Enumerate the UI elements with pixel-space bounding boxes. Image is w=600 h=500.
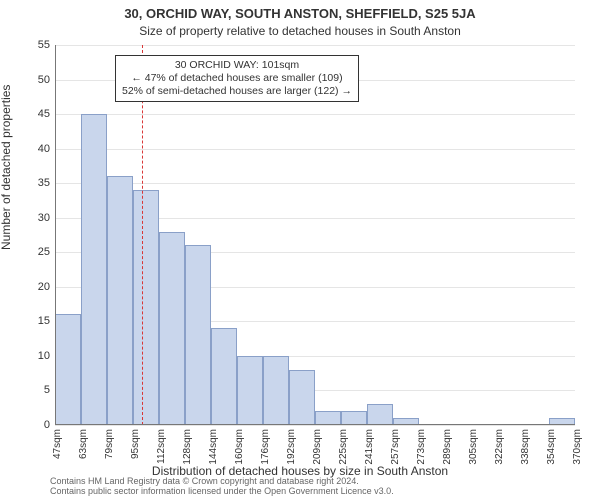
histogram-bar: [289, 370, 315, 425]
x-tick-label: 354sqm: [546, 429, 557, 465]
x-tick-label: 289sqm: [442, 429, 453, 465]
x-tick-label: 63sqm: [78, 429, 89, 459]
footer: Contains HM Land Registry data © Crown c…: [50, 477, 394, 497]
x-tick-label: 192sqm: [286, 429, 297, 465]
y-axis-line: [55, 45, 56, 425]
y-tick-label: 55: [18, 39, 55, 51]
histogram-bar: [315, 411, 341, 425]
x-tick-label: 241sqm: [364, 429, 375, 465]
y-tick-label: 50: [18, 74, 55, 86]
gridline: [55, 114, 575, 115]
x-tick-label: 225sqm: [338, 429, 349, 465]
x-tick-label: 176sqm: [260, 429, 271, 465]
x-tick-label: 273sqm: [416, 429, 427, 465]
histogram-bar: [159, 232, 185, 425]
histogram-bar: [107, 176, 133, 425]
callout-line2: ← 47% of detached houses are smaller (10…: [122, 72, 352, 85]
gridline: [55, 183, 575, 184]
y-tick-label: 20: [18, 281, 55, 293]
gridline: [55, 45, 575, 46]
x-tick-label: 144sqm: [208, 429, 219, 465]
reference-callout: 30 ORCHID WAY: 101sqm ← 47% of detached …: [115, 55, 359, 102]
chart-container: 30, ORCHID WAY, SOUTH ANSTON, SHEFFIELD,…: [0, 0, 600, 500]
x-tick-label: 128sqm: [182, 429, 193, 465]
gridline: [55, 425, 575, 426]
histogram-bar: [81, 114, 107, 425]
histogram-bar: [185, 245, 211, 425]
y-tick-label: 0: [18, 419, 55, 431]
x-tick-label: 47sqm: [52, 429, 63, 459]
page-subtitle: Size of property relative to detached ho…: [0, 24, 600, 38]
y-tick-label: 25: [18, 246, 55, 258]
x-tick-label: 305sqm: [468, 429, 479, 465]
x-tick-label: 370sqm: [572, 429, 583, 465]
footer-line2: Contains public sector information licen…: [50, 487, 394, 497]
x-tick-label: 338sqm: [520, 429, 531, 465]
histogram-bar: [341, 411, 367, 425]
gridline: [55, 149, 575, 150]
x-tick-label: 160sqm: [234, 429, 245, 465]
histogram-bar: [367, 404, 393, 425]
y-tick-label: 40: [18, 143, 55, 155]
y-tick-label: 30: [18, 212, 55, 224]
x-tick-label: 79sqm: [104, 429, 115, 459]
y-tick-label: 10: [18, 350, 55, 362]
y-tick-label: 5: [18, 384, 55, 396]
histogram-bar: [237, 356, 263, 425]
y-tick-label: 15: [18, 315, 55, 327]
y-axis-label: Number of detached properties: [0, 85, 13, 250]
x-tick-label: 257sqm: [390, 429, 401, 465]
x-axis-line: [55, 424, 575, 425]
x-tick-label: 209sqm: [312, 429, 323, 465]
x-tick-label: 112sqm: [156, 429, 167, 464]
histogram-bar: [55, 314, 81, 425]
histogram-bar: [133, 190, 159, 425]
callout-line1: 30 ORCHID WAY: 101sqm: [122, 59, 352, 72]
y-tick-label: 35: [18, 177, 55, 189]
callout-line3: 52% of semi-detached houses are larger (…: [122, 85, 352, 98]
histogram-bar: [211, 328, 237, 425]
page-title: 30, ORCHID WAY, SOUTH ANSTON, SHEFFIELD,…: [0, 6, 600, 21]
plot-area: 051015202530354045505547sqm63sqm79sqm95s…: [55, 45, 575, 425]
y-tick-label: 45: [18, 108, 55, 120]
histogram-bar: [263, 356, 289, 425]
x-tick-label: 322sqm: [494, 429, 505, 465]
x-tick-label: 95sqm: [130, 429, 141, 459]
